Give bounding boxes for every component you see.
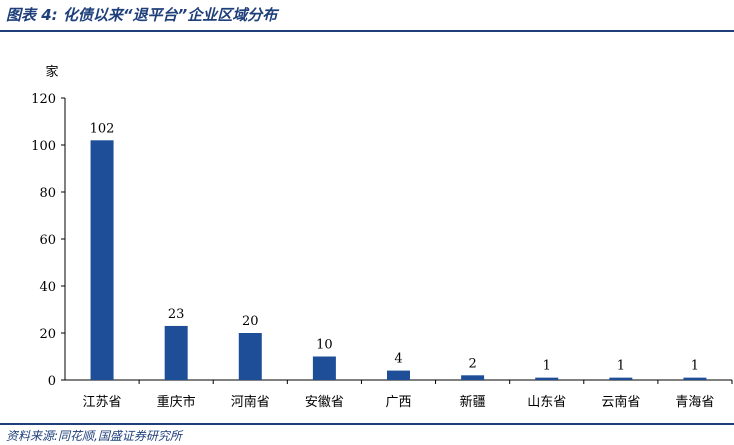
bar-6 (535, 377, 559, 380)
y-tick-label: 120 (31, 92, 56, 107)
y-tick-label: 80 (39, 186, 56, 201)
category-label-7: 云南省 (601, 394, 640, 410)
category-labels-group: 江苏省 重庆市 河南省 安徽省 广西 新疆 山东省 云南省 青海省 (83, 380, 733, 410)
source-divider (0, 423, 734, 425)
bar-0 (90, 140, 114, 380)
category-label-0: 江苏省 (83, 394, 122, 410)
category-label-1: 重庆市 (157, 394, 196, 410)
category-label-3: 安徽省 (305, 395, 344, 410)
category-label-6: 山东省 (527, 395, 566, 410)
data-label-6: 1 (543, 359, 551, 374)
category-label-2: 河南省 (231, 394, 270, 410)
bar-5 (461, 375, 485, 380)
data-label-4: 4 (394, 352, 402, 367)
y-tick-label: 100 (31, 139, 56, 154)
bar-8 (683, 377, 707, 380)
bar-7 (609, 377, 633, 380)
category-label-5: 新疆 (460, 394, 486, 410)
data-label-3: 10 (316, 338, 333, 353)
category-label-8: 青海省 (675, 395, 714, 410)
data-label-1: 23 (168, 307, 185, 322)
y-tick-label: 20 (39, 327, 56, 342)
y-axis-label: 家 (45, 64, 58, 80)
y-tick-label: 40 (39, 280, 56, 295)
data-label-8: 1 (691, 359, 699, 374)
y-tick-label: 60 (39, 233, 56, 248)
data-labels-group: 102 23 20 10 4 2 1 1 1 (90, 121, 699, 373)
y-axis-ticks: 0 20 40 60 80 100 120 (31, 92, 65, 389)
bar-4 (387, 370, 410, 380)
category-label-4: 广西 (385, 395, 411, 410)
data-label-0: 102 (90, 121, 115, 136)
bar-1 (164, 325, 188, 380)
bars-group (90, 140, 707, 380)
bar-3 (312, 356, 336, 380)
data-label-7: 1 (617, 359, 625, 374)
source-note: 资料来源:同花顺,国盛证券研究所 (6, 429, 182, 443)
figure-title: 图表 4: 化债以来“退平台”企业区域分布 (6, 6, 278, 24)
data-label-2: 20 (242, 314, 259, 329)
data-label-5: 2 (468, 356, 476, 371)
y-tick-label: 0 (48, 374, 56, 389)
bar-2 (238, 333, 262, 380)
title-divider (0, 30, 734, 32)
